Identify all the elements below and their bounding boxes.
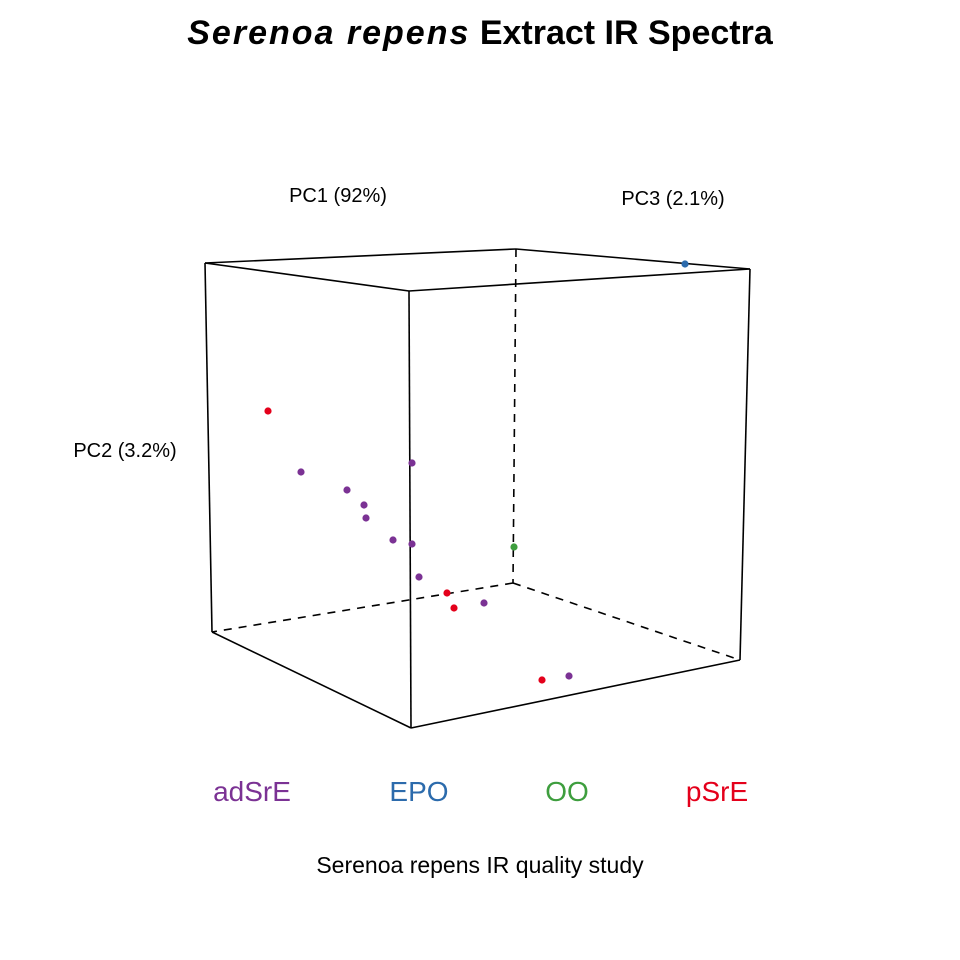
cube-box [204, 248, 751, 729]
chart-title: Serenoa repens Extract IR Spectra [187, 14, 774, 52]
data-point-epo [681, 260, 689, 268]
data-point-adsre [408, 459, 416, 467]
data-point-psre [264, 407, 272, 415]
data-point-psre [450, 604, 458, 612]
cube-edge [408, 268, 751, 292]
axis-label-pc2: PC2 (3.2%) [73, 440, 176, 462]
cube-edge [739, 268, 751, 661]
chart-title-rest: Extract IR Spectra [470, 14, 773, 52]
cube-edge [211, 631, 412, 729]
cube-edge-hidden [512, 582, 741, 661]
legend-item-epo: EPO [389, 776, 448, 807]
data-point-adsre [360, 501, 368, 509]
axis-label-pc1: PC1 (92%) [289, 185, 387, 207]
legend-item-psre: pSrE [686, 776, 748, 807]
data-point-adsre [362, 514, 370, 522]
cube-edge [408, 290, 412, 729]
legend-item-oo: OO [545, 776, 589, 807]
legend-item-adsre: adSrE [213, 776, 291, 807]
cube-edge [410, 659, 741, 729]
cube-edge [204, 262, 410, 292]
cube-edge-hidden [512, 248, 517, 584]
data-point-adsre [389, 536, 397, 544]
data-point-adsre [480, 599, 488, 607]
data-point-psre [443, 589, 451, 597]
cube-edge [204, 262, 213, 633]
data-point-adsre [408, 540, 416, 548]
data-point-adsre [565, 672, 573, 680]
data-point-adsre [343, 486, 351, 494]
data-point-oo [510, 543, 518, 551]
cube-edge-hidden [211, 582, 514, 633]
data-point-psre [538, 676, 546, 684]
data-point-adsre [415, 573, 423, 581]
chart-title-italic: Serenoa repens [187, 14, 470, 52]
axis-label-pc3: PC3 (2.1%) [621, 188, 724, 210]
chart-subtitle: Serenoa repens IR quality study [316, 852, 644, 878]
legend: adSrE EPO OO pSrE [213, 776, 748, 807]
cube-edge [515, 248, 751, 270]
data-point-adsre [297, 468, 305, 476]
cube-edge [204, 248, 517, 264]
data-points [264, 260, 689, 684]
